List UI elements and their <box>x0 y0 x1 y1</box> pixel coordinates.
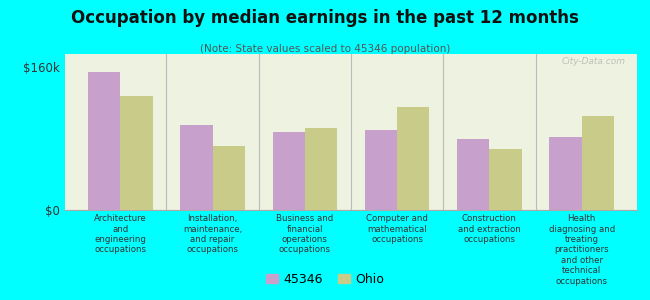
Text: City-Data.com: City-Data.com <box>562 57 625 66</box>
Bar <box>180 125 213 210</box>
Bar <box>88 72 120 210</box>
Text: Occupation by median earnings in the past 12 months: Occupation by median earnings in the pas… <box>71 9 579 27</box>
Bar <box>305 128 337 210</box>
Bar <box>582 116 614 210</box>
Bar <box>549 137 582 210</box>
Bar <box>365 130 397 210</box>
Bar <box>213 146 245 210</box>
Bar <box>120 96 153 210</box>
Bar <box>457 139 489 210</box>
Bar <box>397 107 430 210</box>
Text: (Note: State values scaled to 45346 population): (Note: State values scaled to 45346 popu… <box>200 44 450 53</box>
Legend: 45346, Ohio: 45346, Ohio <box>261 268 389 291</box>
Bar <box>272 132 305 210</box>
Bar <box>489 149 522 210</box>
